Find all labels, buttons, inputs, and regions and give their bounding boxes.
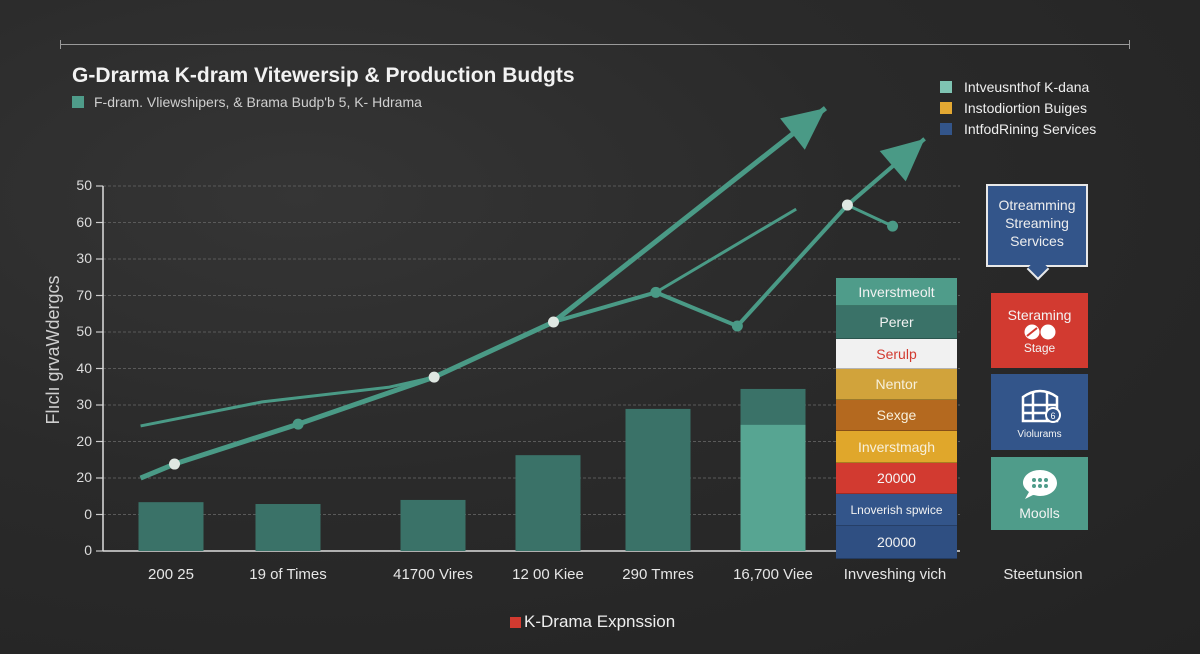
panel-moolls: Moolls <box>991 457 1088 530</box>
arrow-head <box>879 138 925 182</box>
legend-swatch <box>940 101 952 114</box>
bar <box>515 455 581 551</box>
stack-cell: Inverstmagh <box>836 431 957 463</box>
y-tick-label: 30 <box>76 250 92 266</box>
stack-cell: Inverstmeolt <box>836 278 957 306</box>
bar <box>400 499 466 551</box>
y-tick-label: 30 <box>76 396 92 412</box>
x-tick-label: 290 Tmres <box>622 566 694 583</box>
data-point <box>428 371 440 383</box>
panel-label: Moolls <box>1019 504 1060 521</box>
top-rule <box>60 40 1130 49</box>
legend-label: Intveusnthof K-dana <box>964 78 1090 95</box>
y-tick-label: 50 <box>76 177 92 193</box>
y-tick-label: 50 <box>76 323 92 339</box>
subtitle-text: F-dram. Vliewshipers, & Brama Budp'b 5, … <box>94 94 422 110</box>
panel-label: Steraming <box>1007 306 1072 323</box>
data-point <box>169 458 181 470</box>
data-point <box>731 320 743 332</box>
legend-label: IntfodRining Services <box>964 120 1097 137</box>
panel-violurams: 6 Violurams <box>991 374 1088 450</box>
series-line <box>139 106 828 481</box>
legend-swatch <box>940 80 952 93</box>
footer-legend-swatch <box>510 616 521 628</box>
legend-label: Instodiortion Buiges <box>964 99 1087 116</box>
legend-item: IntfodRining Services <box>940 118 1096 139</box>
legend-swatch <box>940 122 952 135</box>
y-tick-label: 20 <box>76 469 92 485</box>
x-tick-label: 19 of Times <box>249 566 327 583</box>
stack-cell: Nentor <box>836 369 957 400</box>
legend-item: Instodiortion Buiges <box>940 97 1096 118</box>
stack-cell: Lnoverish spwice <box>836 494 957 526</box>
film-reel-icon <box>1024 324 1055 339</box>
stack-cell: Perer <box>836 306 957 339</box>
panel-label: Stage <box>1023 340 1056 355</box>
arrow-head <box>780 108 826 150</box>
y-tick-label: 20 <box>76 432 92 449</box>
y-tick-label: 40 <box>76 359 92 376</box>
chat-bubble-icon <box>1022 469 1057 499</box>
x-tick-label: Invveshing vich <box>843 566 947 583</box>
legend: Intveusnthof K-dana Instodiortion Buiges… <box>940 76 1096 139</box>
stack-cell: Sexge <box>836 400 957 431</box>
legend-item: Intveusnthof K-dana <box>940 76 1096 97</box>
y-tick-label: 70 <box>76 286 92 303</box>
subtitle-swatch <box>72 96 84 108</box>
data-point <box>292 418 304 430</box>
data-point <box>841 199 853 211</box>
bar-segment <box>740 424 806 551</box>
stacked-labels-column: Inverstmeolt Perer Serulp Nentor Sexge Invers… <box>836 278 957 559</box>
stack-cell: 20000 <box>836 463 957 494</box>
data-point <box>650 286 662 298</box>
badge-text: 6 <box>1050 411 1055 421</box>
x-tick-label: 200 25 <box>148 566 194 583</box>
panel-streaming-stage: Steraming Stage <box>991 293 1088 368</box>
chart-title: G-Drarma K-dram Vitewersip & Production … <box>72 64 575 87</box>
building-icon: 6 <box>1021 389 1061 423</box>
bar <box>138 502 204 551</box>
footer-legend: K-Drama Expnssion <box>510 612 675 632</box>
y-tick-label: 60 <box>76 213 92 230</box>
bar <box>625 408 691 551</box>
series-line <box>846 203 894 228</box>
streaming-callout: Otreamming Streaming Services <box>986 184 1088 267</box>
y-tick-label: 0 <box>84 505 92 522</box>
footer-legend-label: K-Drama Expnssion <box>524 612 676 631</box>
series-line <box>140 375 435 428</box>
data-point <box>548 316 559 328</box>
callout-line: Streaming <box>1005 215 1069 231</box>
callout-line: Services <box>1010 233 1064 249</box>
stack-cell: 20000 <box>836 526 957 559</box>
x-tick-label: 12 00 Kiee <box>512 566 584 583</box>
x-tick-label: 41700 Vires <box>393 566 473 583</box>
x-tick-label: 16,700 Viee <box>733 566 813 583</box>
data-point <box>887 220 899 232</box>
callout-line: Otreamming <box>998 197 1076 213</box>
x-tick-label: Steetunsion <box>1003 566 1083 583</box>
series-line <box>655 207 797 294</box>
subtitle: F-dram. Vliewshipers, & Brama Budp'b 5, … <box>72 94 422 110</box>
bar <box>255 504 321 551</box>
y-tick-label: 0 <box>84 542 92 558</box>
panel-label: Violurams <box>1017 428 1062 440</box>
stack-cell: Serulp <box>836 339 957 369</box>
